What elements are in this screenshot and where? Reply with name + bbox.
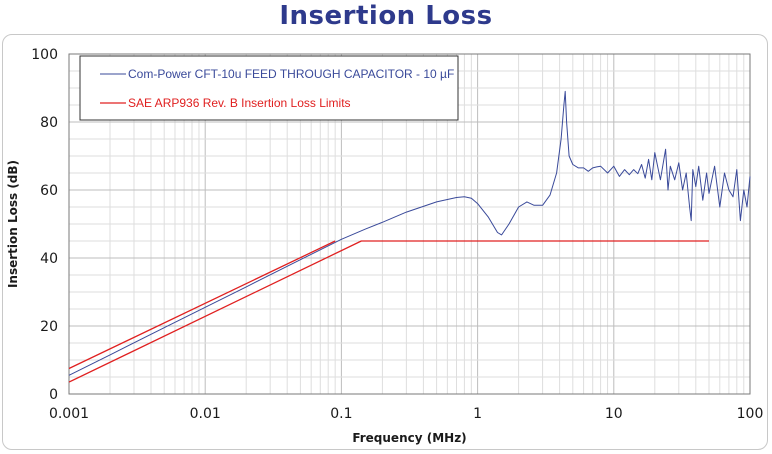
y-tick-label: 100 (31, 47, 58, 63)
y-axis-label: Insertion Loss (dB) (6, 160, 20, 288)
x-tick-label: 0.1 (330, 406, 352, 422)
legend: Com-Power CFT-10u FEED THROUGH CAPACITOR… (79, 55, 459, 121)
legend-label-capacitor: Com-Power CFT-10u FEED THROUGH CAPACITOR… (128, 67, 454, 81)
tick-labels: 0.001 0.01 0.1 1 10 100 0 20 40 60 80 100 (31, 47, 763, 422)
series-lines (68, 90, 751, 383)
y-tick-label: 0 (49, 387, 58, 403)
x-tick-label: 10 (605, 406, 623, 422)
legend-box (79, 55, 459, 121)
x-tick-label: 1 (473, 406, 482, 422)
x-tick-label: 100 (737, 406, 764, 422)
series-line-limits-lower (68, 240, 709, 383)
series-line-limits-upper (68, 240, 336, 370)
y-tick-label: 40 (40, 251, 58, 267)
y-tick-label: 20 (40, 319, 58, 335)
chart-title: Insertion Loss (279, 1, 493, 31)
x-tick-label: 0.001 (49, 406, 89, 422)
y-tick-label: 60 (40, 183, 58, 199)
legend-label-limits: SAE ARP936 Rev. B Insertion Loss Limits (128, 96, 351, 110)
x-axis-label: Frequency (MHz) (352, 431, 466, 445)
y-tick-label: 80 (40, 115, 58, 131)
x-tick-label: 0.01 (190, 406, 221, 422)
series-line-capacitor (68, 90, 751, 376)
chart-frame (2, 34, 768, 450)
plot-area-border (68, 53, 751, 395)
